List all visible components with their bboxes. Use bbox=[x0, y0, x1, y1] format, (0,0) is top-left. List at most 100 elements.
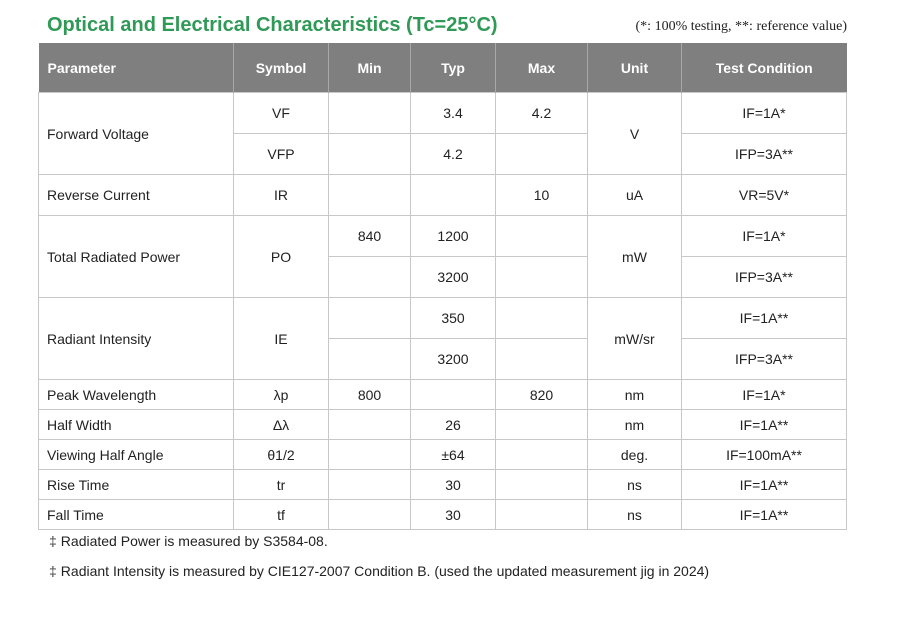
footnote-text: Radiated Power is measured by S3584-08. bbox=[60, 533, 328, 549]
max-cell bbox=[495, 409, 588, 440]
typ-cell: 30 bbox=[410, 469, 496, 500]
footnote-radiated-power: ‡ Radiated Power is measured by S3584-08. bbox=[49, 533, 328, 549]
condition-cell: VR=5V* bbox=[681, 174, 847, 216]
footnote-text: Radiant Intensity is measured by CIE127-… bbox=[60, 563, 710, 579]
max-cell: 10 bbox=[495, 174, 588, 216]
typ-cell: 1200 bbox=[410, 215, 496, 257]
parameter-cell: Radiant Intensity bbox=[38, 297, 234, 380]
symbol-cell: VFP bbox=[233, 133, 329, 175]
parameter-cell: Half Width bbox=[38, 409, 234, 440]
typ-cell: 3200 bbox=[410, 256, 496, 298]
unit-cell: uA bbox=[587, 174, 682, 216]
typ-cell: 350 bbox=[410, 297, 496, 339]
footnote-radiant-intensity: ‡ Radiant Intensity is measured by CIE127… bbox=[49, 563, 709, 579]
symbol-cell: θ1/2 bbox=[233, 439, 329, 470]
typ-cell bbox=[410, 174, 496, 216]
symbol-cell: Δλ bbox=[233, 409, 329, 440]
min-cell bbox=[328, 439, 411, 470]
unit-cell: nm bbox=[587, 409, 682, 440]
max-cell bbox=[495, 499, 588, 530]
condition-cell: IF=1A** bbox=[681, 297, 847, 339]
testing-legend-note: (*: 100% testing, **: reference value) bbox=[635, 19, 847, 34]
header-typ: Typ bbox=[410, 43, 496, 93]
unit-cell: ns bbox=[587, 499, 682, 530]
double-dagger-icon: ‡ bbox=[49, 563, 57, 579]
max-cell bbox=[495, 133, 588, 175]
symbol-cell: IE bbox=[233, 297, 329, 380]
page-title: Optical and Electrical Characteristics (… bbox=[47, 14, 498, 36]
parameter-cell: Peak Wavelength bbox=[38, 379, 234, 410]
min-cell: 840 bbox=[328, 215, 411, 257]
typ-cell: 30 bbox=[410, 499, 496, 530]
min-cell bbox=[328, 338, 411, 380]
unit-cell: mW bbox=[587, 215, 682, 298]
condition-cell: IF=1A** bbox=[681, 409, 847, 440]
parameter-cell: Rise Time bbox=[38, 469, 234, 500]
max-cell bbox=[495, 256, 588, 298]
header-parameter: Parameter bbox=[38, 43, 234, 93]
unit-cell: deg. bbox=[587, 439, 682, 470]
table-row: Half Width Δλ 26 nm IF=1A** bbox=[38, 409, 847, 440]
header-test-condition: Test Condition bbox=[681, 43, 847, 93]
symbol-cell: λp bbox=[233, 379, 329, 410]
condition-cell: IFP=3A** bbox=[681, 133, 847, 175]
symbol-cell: IR bbox=[233, 174, 329, 216]
characteristics-table: Parameter Symbol Min Typ Max Unit Test C… bbox=[38, 43, 847, 530]
min-cell bbox=[328, 174, 411, 216]
unit-cell: ns bbox=[587, 469, 682, 500]
header-min: Min bbox=[328, 43, 411, 93]
header-unit: Unit bbox=[587, 43, 682, 93]
table-row: Rise Time tr 30 ns IF=1A** bbox=[38, 469, 847, 500]
min-cell: 800 bbox=[328, 379, 411, 410]
typ-cell: ±64 bbox=[410, 439, 496, 470]
min-cell bbox=[328, 256, 411, 298]
parameter-cell: Reverse Current bbox=[38, 174, 234, 216]
table-row: Total Radiated Power PO 840 1200 mW IF=1… bbox=[38, 215, 847, 298]
min-cell bbox=[328, 499, 411, 530]
max-cell bbox=[495, 215, 588, 257]
condition-cell: IFP=3A** bbox=[681, 338, 847, 380]
min-cell bbox=[328, 133, 411, 175]
table-row: Fall Time tf 30 ns IF=1A** bbox=[38, 499, 847, 530]
max-cell bbox=[495, 338, 588, 380]
condition-cell: IF=1A** bbox=[681, 469, 847, 500]
parameter-cell: Viewing Half Angle bbox=[38, 439, 234, 470]
min-cell bbox=[328, 297, 411, 339]
symbol-cell: tf bbox=[233, 499, 329, 530]
condition-cell: IF=100mA** bbox=[681, 439, 847, 470]
unit-cell: nm bbox=[587, 379, 682, 410]
min-cell bbox=[328, 469, 411, 500]
table-row: Reverse Current IR 10 uA VR=5V* bbox=[38, 174, 847, 216]
max-cell bbox=[495, 439, 588, 470]
typ-cell: 3.4 bbox=[410, 92, 496, 134]
unit-cell: mW/sr bbox=[587, 297, 682, 380]
condition-cell: IF=1A* bbox=[681, 215, 847, 257]
table-row: 3200 IFP=3A** bbox=[39, 338, 847, 380]
table-row: Viewing Half Angle θ1/2 ±64 deg. IF=100m… bbox=[38, 439, 847, 470]
parameter-cell: Fall Time bbox=[38, 499, 234, 530]
max-cell: 820 bbox=[495, 379, 588, 410]
symbol-cell: VF bbox=[233, 92, 329, 134]
min-cell bbox=[328, 92, 411, 134]
table-row: Peak Wavelength λp 800 820 nm IF=1A* bbox=[38, 379, 847, 410]
max-cell bbox=[495, 297, 588, 339]
table-header-row: Parameter Symbol Min Typ Max Unit Test C… bbox=[38, 43, 847, 93]
symbol-cell: tr bbox=[233, 469, 329, 500]
typ-cell bbox=[410, 379, 496, 410]
table-row: Radiant Intensity IE 350 mW/sr IF=1A** bbox=[38, 297, 847, 380]
parameter-cell: Total Radiated Power bbox=[38, 215, 234, 298]
min-cell bbox=[328, 409, 411, 440]
unit-cell: V bbox=[587, 92, 682, 175]
condition-cell: IF=1A* bbox=[681, 379, 847, 410]
symbol-cell: PO bbox=[233, 215, 329, 298]
condition-cell: IFP=3A** bbox=[681, 256, 847, 298]
table-row: Forward Voltage VF 3.4 4.2 V IF=1A* bbox=[38, 92, 847, 175]
typ-cell: 3200 bbox=[410, 338, 496, 380]
condition-cell: IF=1A* bbox=[681, 92, 847, 134]
double-dagger-icon: ‡ bbox=[49, 533, 57, 549]
header-max: Max bbox=[495, 43, 588, 93]
typ-cell: 4.2 bbox=[410, 133, 496, 175]
condition-cell: IF=1A** bbox=[681, 499, 847, 530]
max-cell bbox=[495, 469, 588, 500]
header-symbol: Symbol bbox=[233, 43, 329, 93]
